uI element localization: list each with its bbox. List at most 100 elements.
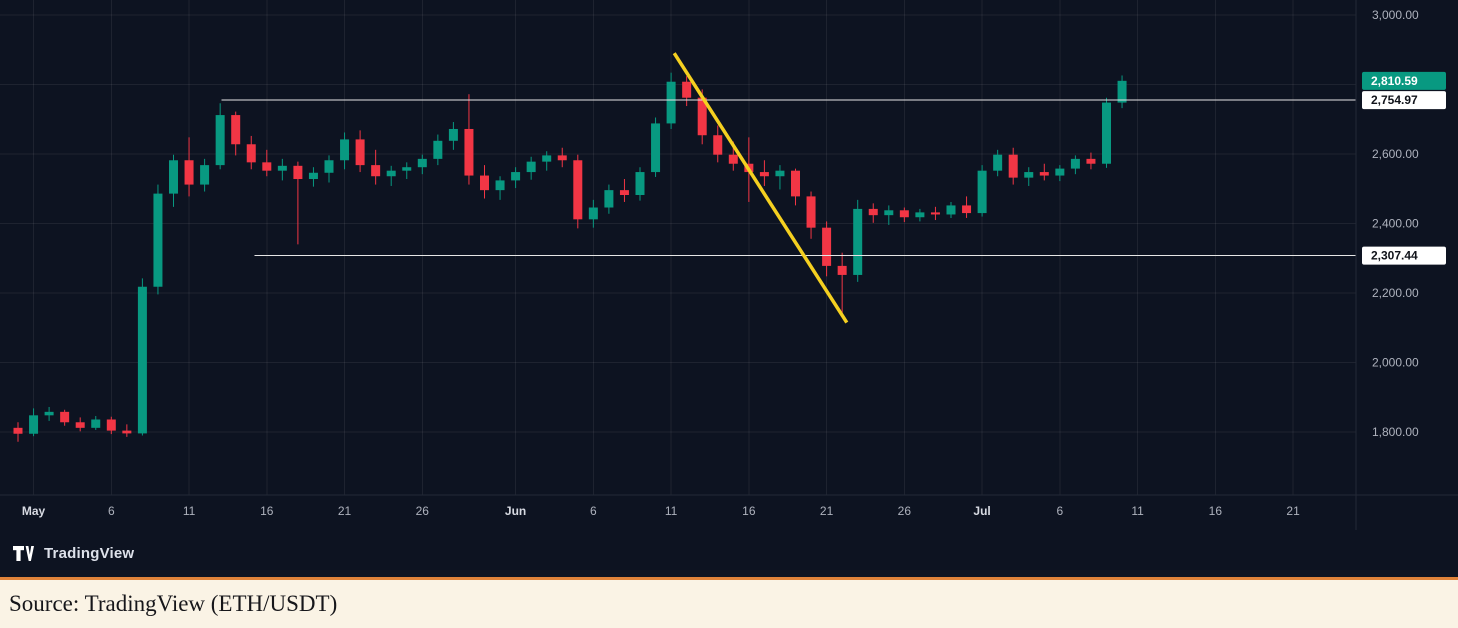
candle-body: [899, 210, 909, 218]
candle-body: [697, 97, 707, 136]
candle-body: [495, 180, 505, 191]
candle-body: [511, 172, 521, 181]
time-axis-label[interactable]: 21: [338, 504, 352, 518]
candle-body: [44, 411, 54, 416]
time-axis-label[interactable]: 6: [108, 504, 115, 518]
candle-body: [1086, 158, 1096, 164]
time-axis-label[interactable]: 16: [260, 504, 274, 518]
candle-body: [308, 172, 318, 180]
candle-body: [1117, 80, 1127, 103]
candle-body: [1024, 172, 1034, 178]
candle-body: [1039, 172, 1049, 176]
last-price-badge-label: 2,810.59: [1371, 74, 1418, 88]
candle-body: [184, 160, 194, 185]
candle-body: [137, 286, 147, 434]
price-axis-label[interactable]: 3,000.00: [1372, 8, 1419, 22]
candle-body: [806, 196, 816, 228]
trend-line[interactable]: [672, 52, 849, 324]
candle-body: [215, 115, 225, 166]
candle-body: [868, 208, 878, 216]
price-level-badge-label: 2,754.97: [1371, 93, 1418, 107]
candle-body: [604, 190, 614, 208]
candle-body: [417, 158, 427, 168]
candle-body: [200, 165, 210, 185]
candle-body: [293, 165, 303, 180]
time-axis-label[interactable]: 26: [898, 504, 912, 518]
candle-body: [75, 422, 85, 428]
tradingview-logo-icon: [13, 546, 34, 561]
candle-body: [246, 144, 256, 163]
candle-body: [682, 81, 692, 98]
candle-body: [791, 170, 800, 197]
time-axis-label[interactable]: 11: [1131, 504, 1144, 518]
time-axis-label[interactable]: 26: [416, 504, 430, 518]
price-level-badge[interactable]: [1362, 91, 1446, 110]
time-axis-label[interactable]: May: [22, 504, 46, 518]
candle-body: [1008, 154, 1018, 178]
candle-body: [169, 160, 178, 194]
time-axis-label[interactable]: Jun: [505, 504, 526, 518]
candle-body: [946, 205, 956, 215]
candle-body: [993, 154, 1003, 171]
candle-body: [464, 128, 474, 176]
candle-body: [728, 154, 738, 164]
candle-body: [122, 430, 132, 434]
tradingview-brand-label: TradingView: [44, 545, 135, 562]
candle-body: [29, 415, 39, 434]
time-axis-label[interactable]: Jul: [973, 504, 990, 518]
candle-body: [106, 419, 116, 431]
time-axis-label[interactable]: 6: [1057, 504, 1064, 518]
time-axis-label[interactable]: 16: [742, 504, 756, 518]
candle-body: [1102, 102, 1111, 164]
candle-body: [13, 427, 23, 434]
candle-body: [1055, 168, 1065, 176]
candle-body: [557, 155, 567, 161]
price-axis-label[interactable]: 2,000.00: [1372, 356, 1419, 370]
candle-body: [619, 190, 629, 196]
candle-body: [371, 165, 381, 177]
price-axis-label[interactable]: 2,600.00: [1372, 147, 1419, 161]
candle-body: [153, 193, 163, 287]
candle-body: [402, 167, 412, 171]
time-axis-label[interactable]: 21: [1286, 504, 1300, 518]
candle-body: [324, 160, 334, 173]
time-axis-label[interactable]: 11: [183, 504, 196, 518]
time-axis-label[interactable]: 11: [665, 504, 678, 518]
candle-body: [713, 135, 723, 155]
candle-body: [433, 140, 443, 159]
candle-body: [759, 172, 769, 177]
candle-body: [962, 205, 972, 214]
price-axis-label[interactable]: 1,800.00: [1372, 425, 1419, 439]
candle-body: [977, 170, 987, 214]
candle-body: [573, 160, 583, 220]
candle-body: [60, 411, 70, 423]
tradingview-watermark[interactable]: TradingView: [0, 530, 1458, 577]
candle-body: [340, 139, 350, 161]
chart-background: [0, 0, 1458, 530]
candle-body: [91, 419, 101, 428]
price-level-badge[interactable]: [1362, 246, 1446, 265]
candle-body: [666, 81, 676, 124]
candle-body: [448, 128, 458, 141]
candle-body: [635, 172, 645, 196]
price-axis-label[interactable]: 2,200.00: [1372, 286, 1419, 300]
candle-body: [231, 115, 241, 145]
candle-body: [588, 207, 598, 220]
candle-body: [915, 212, 925, 218]
source-bar: Source: TradingView (ETH/USDT): [0, 577, 1458, 628]
candle-body: [775, 170, 785, 177]
candle-body: [386, 170, 396, 177]
price-axis-label[interactable]: 2,400.00: [1372, 217, 1419, 231]
candle-body: [526, 161, 536, 173]
candlestick-chart[interactable]: 3,000.00 2,600.00 2,400.00 2,200.00 2,000.00…: [0, 0, 1458, 530]
time-axis-label[interactable]: 21: [820, 504, 834, 518]
candle-body: [651, 123, 661, 173]
candle-body: [262, 162, 272, 171]
time-axis-label[interactable]: 6: [590, 504, 597, 518]
candle-body: [277, 165, 287, 171]
price-level-badge-label: 2,307.44: [1371, 249, 1418, 263]
candle-body: [822, 227, 832, 266]
time-axis-label[interactable]: 16: [1209, 504, 1223, 518]
candle-body: [355, 139, 365, 166]
